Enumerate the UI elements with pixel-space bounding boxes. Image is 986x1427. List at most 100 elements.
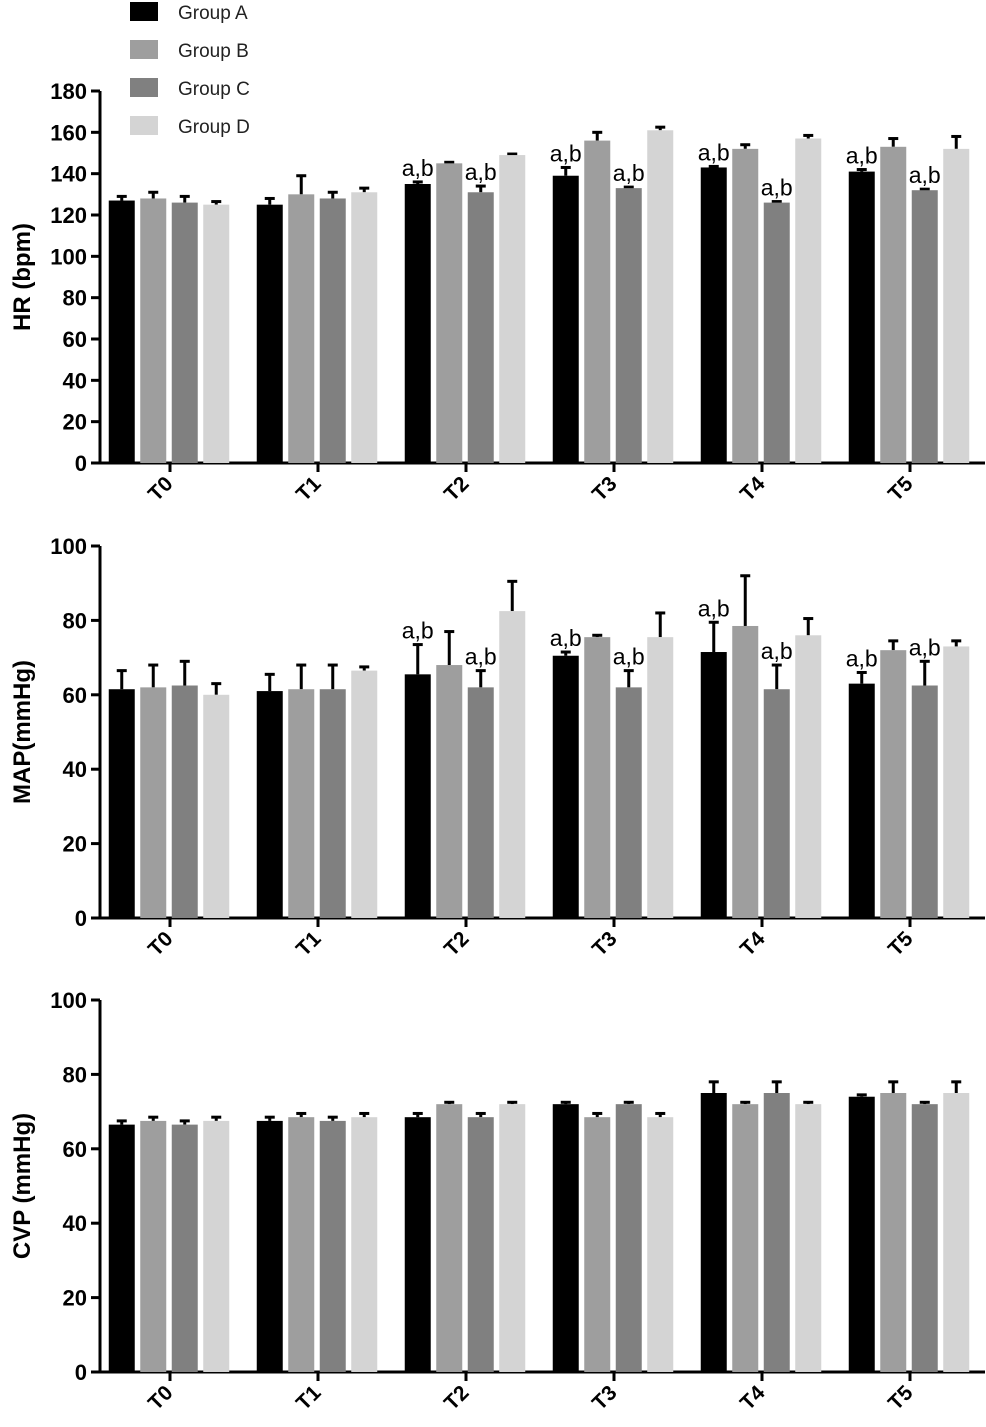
y-tick-label: 60 [63,1137,87,1162]
x-tick-label: T2 [440,472,474,506]
bar-group-d [499,155,526,464]
bar-group-b [880,146,907,464]
y-tick-label: 100 [50,988,87,1013]
significance-label: a,b [846,143,878,169]
significance-label: a,b [613,160,645,186]
bar-group-c [911,190,938,463]
significance-label: a,b [698,595,730,621]
bar-group-b [436,665,463,918]
bar-group-c [615,687,642,918]
y-tick-label: 40 [63,1211,87,1236]
x-tick-label: T5 [884,927,918,961]
bar-group-b [288,194,315,464]
bar-group-b [584,1117,611,1372]
legend-swatch [130,2,158,21]
bar-group-c [467,192,494,463]
y-tick-label: 0 [75,1360,87,1385]
bar-group-c [171,1124,198,1372]
bar-group-b [732,625,759,918]
bar-group-c [467,687,494,918]
bar-group-c [763,689,790,918]
significance-label: a,b [402,155,434,181]
bar-group-c [763,202,790,463]
bar-group-d [795,635,822,918]
significance-label: a,b [402,618,434,644]
bar-group-a [700,1093,727,1372]
legend-swatch [130,116,158,135]
bar-group-c [319,198,346,463]
bar-group-d [647,637,674,918]
y-tick-label: 80 [63,286,87,311]
significance-label: a,b [698,139,730,165]
bar-group-a [256,204,283,463]
x-tick-label: T1 [292,927,326,961]
y-tick-label: 80 [63,1062,87,1087]
y-axis-label: MAP(mmHg) [9,660,36,804]
bar-group-a [404,1117,431,1372]
y-tick-label: 100 [50,534,87,559]
bar-group-d [795,138,822,464]
chart-panel-2: 0 20 40 60 80 100 MAP(mmHg) T0 T1 T2 a,b a,b T3 a,b a,… [9,534,985,961]
bar-group-d [943,1093,970,1372]
bar-group-c [911,685,938,918]
x-tick-label: T0 [144,472,178,506]
bar-group-b [880,650,907,918]
bar-group-c [319,689,346,918]
y-tick-label: 60 [63,683,87,708]
y-axis-label: HR (bpm) [9,223,36,331]
significance-label: a,b [465,159,497,185]
bar-group-d [499,611,526,918]
bar-group-d [647,130,674,463]
legend-item: Group B [130,40,249,62]
chart-panel-1: 0 20 40 60 80 100 120 140 160 180 HR (bpm) T0 T1 T2 a,… [9,79,985,506]
bar-group-a [848,171,875,463]
y-tick-label: 120 [50,203,87,228]
bar-group-b [732,1104,759,1372]
bar-group-c [319,1120,346,1372]
bar-group-b [584,140,611,463]
significance-label: a,b [550,625,582,651]
legend-label: Group A [178,3,248,24]
y-tick-label: 100 [50,244,87,269]
bar-group-c [911,1104,938,1372]
bar-group-d [795,1104,822,1372]
y-tick-label: 40 [63,368,87,393]
legend-swatch [130,78,158,97]
x-tick-label: T1 [292,1381,326,1415]
x-tick-label: T2 [440,927,474,961]
bar-group-a [108,1124,135,1372]
significance-label: a,b [909,634,941,660]
bar-group-d [499,1104,526,1372]
x-tick-label: T4 [736,927,770,961]
x-tick-label: T3 [588,1381,622,1415]
bar-group-a [404,184,431,463]
bar-group-b [140,687,167,918]
x-tick-label: T5 [884,1381,918,1415]
bar-group-d [203,1120,230,1372]
x-tick-label: T5 [884,472,918,506]
bar-group-d [351,1117,378,1372]
bar-group-d [943,148,970,463]
bar-group-b [732,148,759,463]
bar-group-a [108,200,135,464]
y-tick-label: 60 [63,327,87,352]
y-tick-label: 20 [63,410,87,435]
bar-group-d [351,670,378,918]
bar-group-b [288,1117,315,1372]
bar-group-b [436,163,463,464]
significance-label: a,b [613,644,645,670]
bar-group-c [615,1104,642,1372]
y-tick-label: 40 [63,757,87,782]
x-tick-label: T4 [736,1381,770,1415]
bar-group-d [351,192,378,463]
y-tick-label: 20 [63,1286,87,1311]
y-tick-label: 0 [75,906,87,931]
bar-group-a [848,683,875,918]
bar-group-c [171,685,198,918]
y-axis-label: CVP (mmHg) [9,1113,36,1259]
y-tick-label: 180 [50,79,87,104]
legend-item: Group A [130,2,248,24]
x-tick-label: T3 [588,472,622,506]
y-tick-label: 0 [75,451,87,476]
